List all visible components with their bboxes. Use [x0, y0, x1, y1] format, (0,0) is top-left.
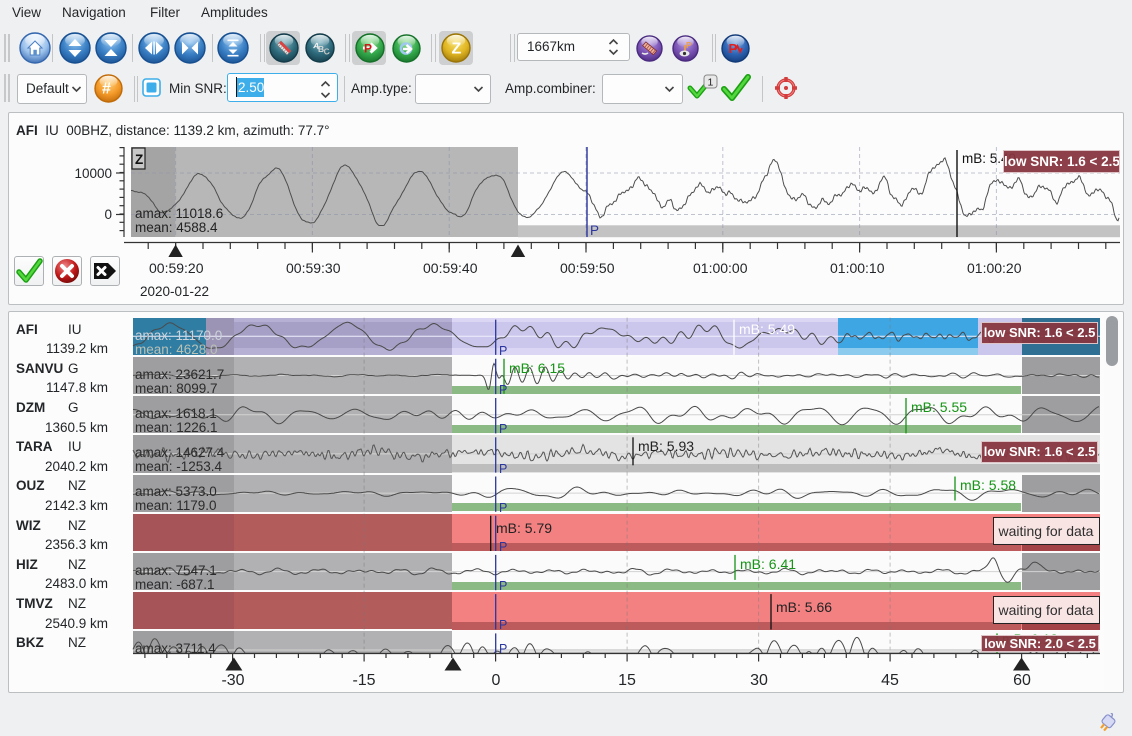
svg-text:B: B: [318, 44, 324, 54]
svg-text:1: 1: [708, 77, 714, 89]
svg-text:Z: Z: [135, 152, 143, 167]
svg-text:P: P: [364, 42, 372, 56]
svg-text:A: A: [312, 40, 320, 51]
svg-text:P: P: [686, 41, 692, 50]
svg-text:C: C: [323, 46, 331, 57]
svg-text:#: #: [102, 80, 111, 97]
svg-text:Z: Z: [452, 41, 462, 58]
svg-text:P: P: [728, 41, 737, 56]
